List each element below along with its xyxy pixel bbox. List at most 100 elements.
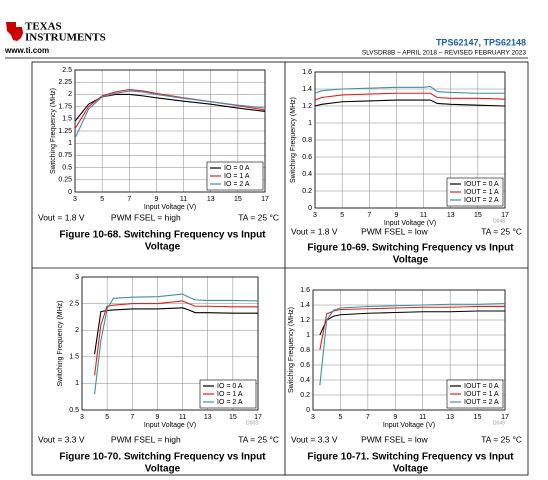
figure-code: D003	[246, 420, 258, 426]
y-tick-label: 1.25	[58, 128, 72, 135]
series-line	[94, 307, 258, 355]
x-tick-label: 11	[179, 414, 186, 421]
y-tick-label: 1	[308, 120, 312, 127]
series-line	[314, 92, 506, 101]
x-tick-label: 5	[338, 414, 342, 421]
x-tick-label: 11	[180, 196, 187, 203]
plot-frame	[74, 69, 266, 193]
chart: 0 0.2 0.4 0.6 0.8 1 1.2 1.4 1.6 3 5 7 9 11 13 15 17 Input…	[290, 69, 522, 266]
figure-title: Figure 10-71. Switching Frequency vs Inp…	[307, 452, 514, 463]
legend-label: IO = 0 A	[224, 165, 250, 172]
figure-title: Figure 10-69. Switching Frequency vs Inp…	[307, 243, 514, 254]
condition: PWM FSEL = high	[111, 212, 181, 222]
x-tick-label: 13	[446, 414, 454, 421]
y-tick-label: 0.8	[300, 347, 310, 354]
y-axis-label: Switching Frequency (MHz)	[290, 97, 297, 183]
x-tick-label: 9	[393, 414, 397, 421]
y-tick-label: 1.75	[58, 103, 72, 110]
y-tick-label: 1.4	[300, 302, 310, 309]
x-axis-label: Input Voltage (V)	[144, 422, 196, 429]
x-tick-label: 11	[419, 414, 426, 421]
x-tick-label: 17	[501, 212, 509, 219]
x-axis-label: Input Voltage (V)	[384, 220, 436, 227]
condition: Vout = 1.8 V	[38, 212, 85, 222]
condition: PWM FSEL = low	[361, 226, 428, 236]
legend-label: IO = 1 A	[217, 391, 243, 398]
series-line	[74, 90, 266, 139]
x-tick-label: 3	[80, 414, 84, 421]
x-tick-label: 9	[155, 414, 159, 421]
x-tick-label: 17	[261, 196, 269, 203]
legend-label: IO = 2 A	[217, 399, 243, 406]
legend-label: IOUT = 0 A	[464, 181, 499, 188]
y-tick-label: 2.25	[58, 79, 72, 86]
y-tick-label: 0.8	[302, 137, 312, 144]
x-tick-label: 3	[311, 414, 315, 421]
x-tick-label: 15	[474, 212, 482, 219]
legend-label: IOUT = 2 A	[464, 197, 499, 204]
y-tick-label: 0.5	[62, 164, 72, 171]
y-tick-label: 3	[75, 274, 79, 281]
y-tick-label: 0.25	[58, 177, 72, 184]
condition: PWM FSEL = high	[111, 434, 181, 444]
x-tick-label: 5	[340, 212, 344, 219]
y-tick-label: 2	[68, 91, 72, 98]
y-tick-label: 0.4	[300, 377, 310, 384]
cell-borders	[31, 61, 529, 476]
condition: TA = 25 °C	[481, 226, 522, 236]
y-tick-label: 1.5	[69, 354, 79, 361]
legend-label: IO = 2 A	[224, 181, 250, 188]
y-axis-label: Switching Frequency (MHz)	[288, 307, 295, 393]
figure-title: Voltage	[145, 242, 181, 253]
x-tick-label: 3	[313, 212, 317, 219]
legend-label: IO = 0 A	[217, 383, 243, 390]
series-line	[314, 85, 505, 94]
y-tick-label: 0.6	[300, 362, 310, 369]
y-tick-label: 1	[75, 380, 79, 387]
chart: 0.5 1 1.5 2 2.5 3 3 5 7 9 11 13 15 17 Input Voltage (V…	[38, 274, 279, 475]
y-tick-label: 1.5	[62, 116, 72, 123]
figure-title: Voltage	[393, 255, 429, 266]
y-tick-label: 1.4	[302, 86, 312, 93]
chart: 0 0.25 0.5 0.75 1 1.25 1.5 1.75 2 2.25 2.5 3 5 7 9 11 13…	[38, 67, 279, 253]
series-line	[94, 293, 259, 395]
y-tick-label: 0.2	[302, 188, 312, 195]
x-tick-label: 17	[254, 414, 262, 421]
figure-title: Figure 10-70. Switching Frequency vs Inp…	[59, 452, 266, 463]
figure-code: D049	[493, 420, 505, 426]
x-tick-label: 5	[105, 414, 109, 421]
legend-label: IOUT = 2 A	[464, 399, 499, 406]
condition: PWM FSEL = low	[361, 434, 428, 444]
condition: Vout = 3.3 V	[38, 434, 85, 444]
y-tick-label: 0	[68, 189, 72, 196]
x-tick-label: 7	[130, 414, 134, 421]
plot-frame	[81, 276, 259, 411]
condition: TA = 25 °C	[238, 212, 279, 222]
x-tick-label: 13	[207, 196, 215, 203]
y-tick-label: 1.6	[300, 287, 310, 294]
x-tick-label: 15	[229, 414, 237, 421]
series-line	[74, 93, 266, 122]
condition: TA = 25 °C	[481, 434, 522, 444]
condition: TA = 25 °C	[238, 434, 279, 444]
y-tick-label: 0.5	[69, 407, 79, 414]
series-line	[319, 302, 506, 386]
figure-title: Voltage	[393, 464, 429, 475]
figure-title: Figure 10-68. Switching Frequency vs Inp…	[59, 230, 266, 241]
x-tick-label: 17	[501, 414, 509, 421]
figure-title: Voltage	[145, 464, 181, 475]
x-tick-label: 9	[394, 212, 398, 219]
series-line	[319, 310, 505, 336]
y-axis-label: Switching Frequency (MHz)	[50, 88, 57, 174]
y-tick-label: 2.5	[62, 67, 72, 74]
y-tick-label: 2.5	[69, 300, 79, 307]
ti-logo-icon	[6, 22, 23, 41]
y-tick-label: 0.75	[58, 152, 72, 159]
site-url: www.ti.com	[4, 46, 49, 55]
x-tick-label: 3	[73, 196, 77, 203]
x-tick-label: 11	[420, 212, 427, 219]
y-tick-label: 1.2	[300, 317, 310, 324]
part-number: TPS62147, TPS62148	[436, 37, 526, 47]
y-axis-label: Switching Frequency (MHz)	[57, 301, 64, 387]
